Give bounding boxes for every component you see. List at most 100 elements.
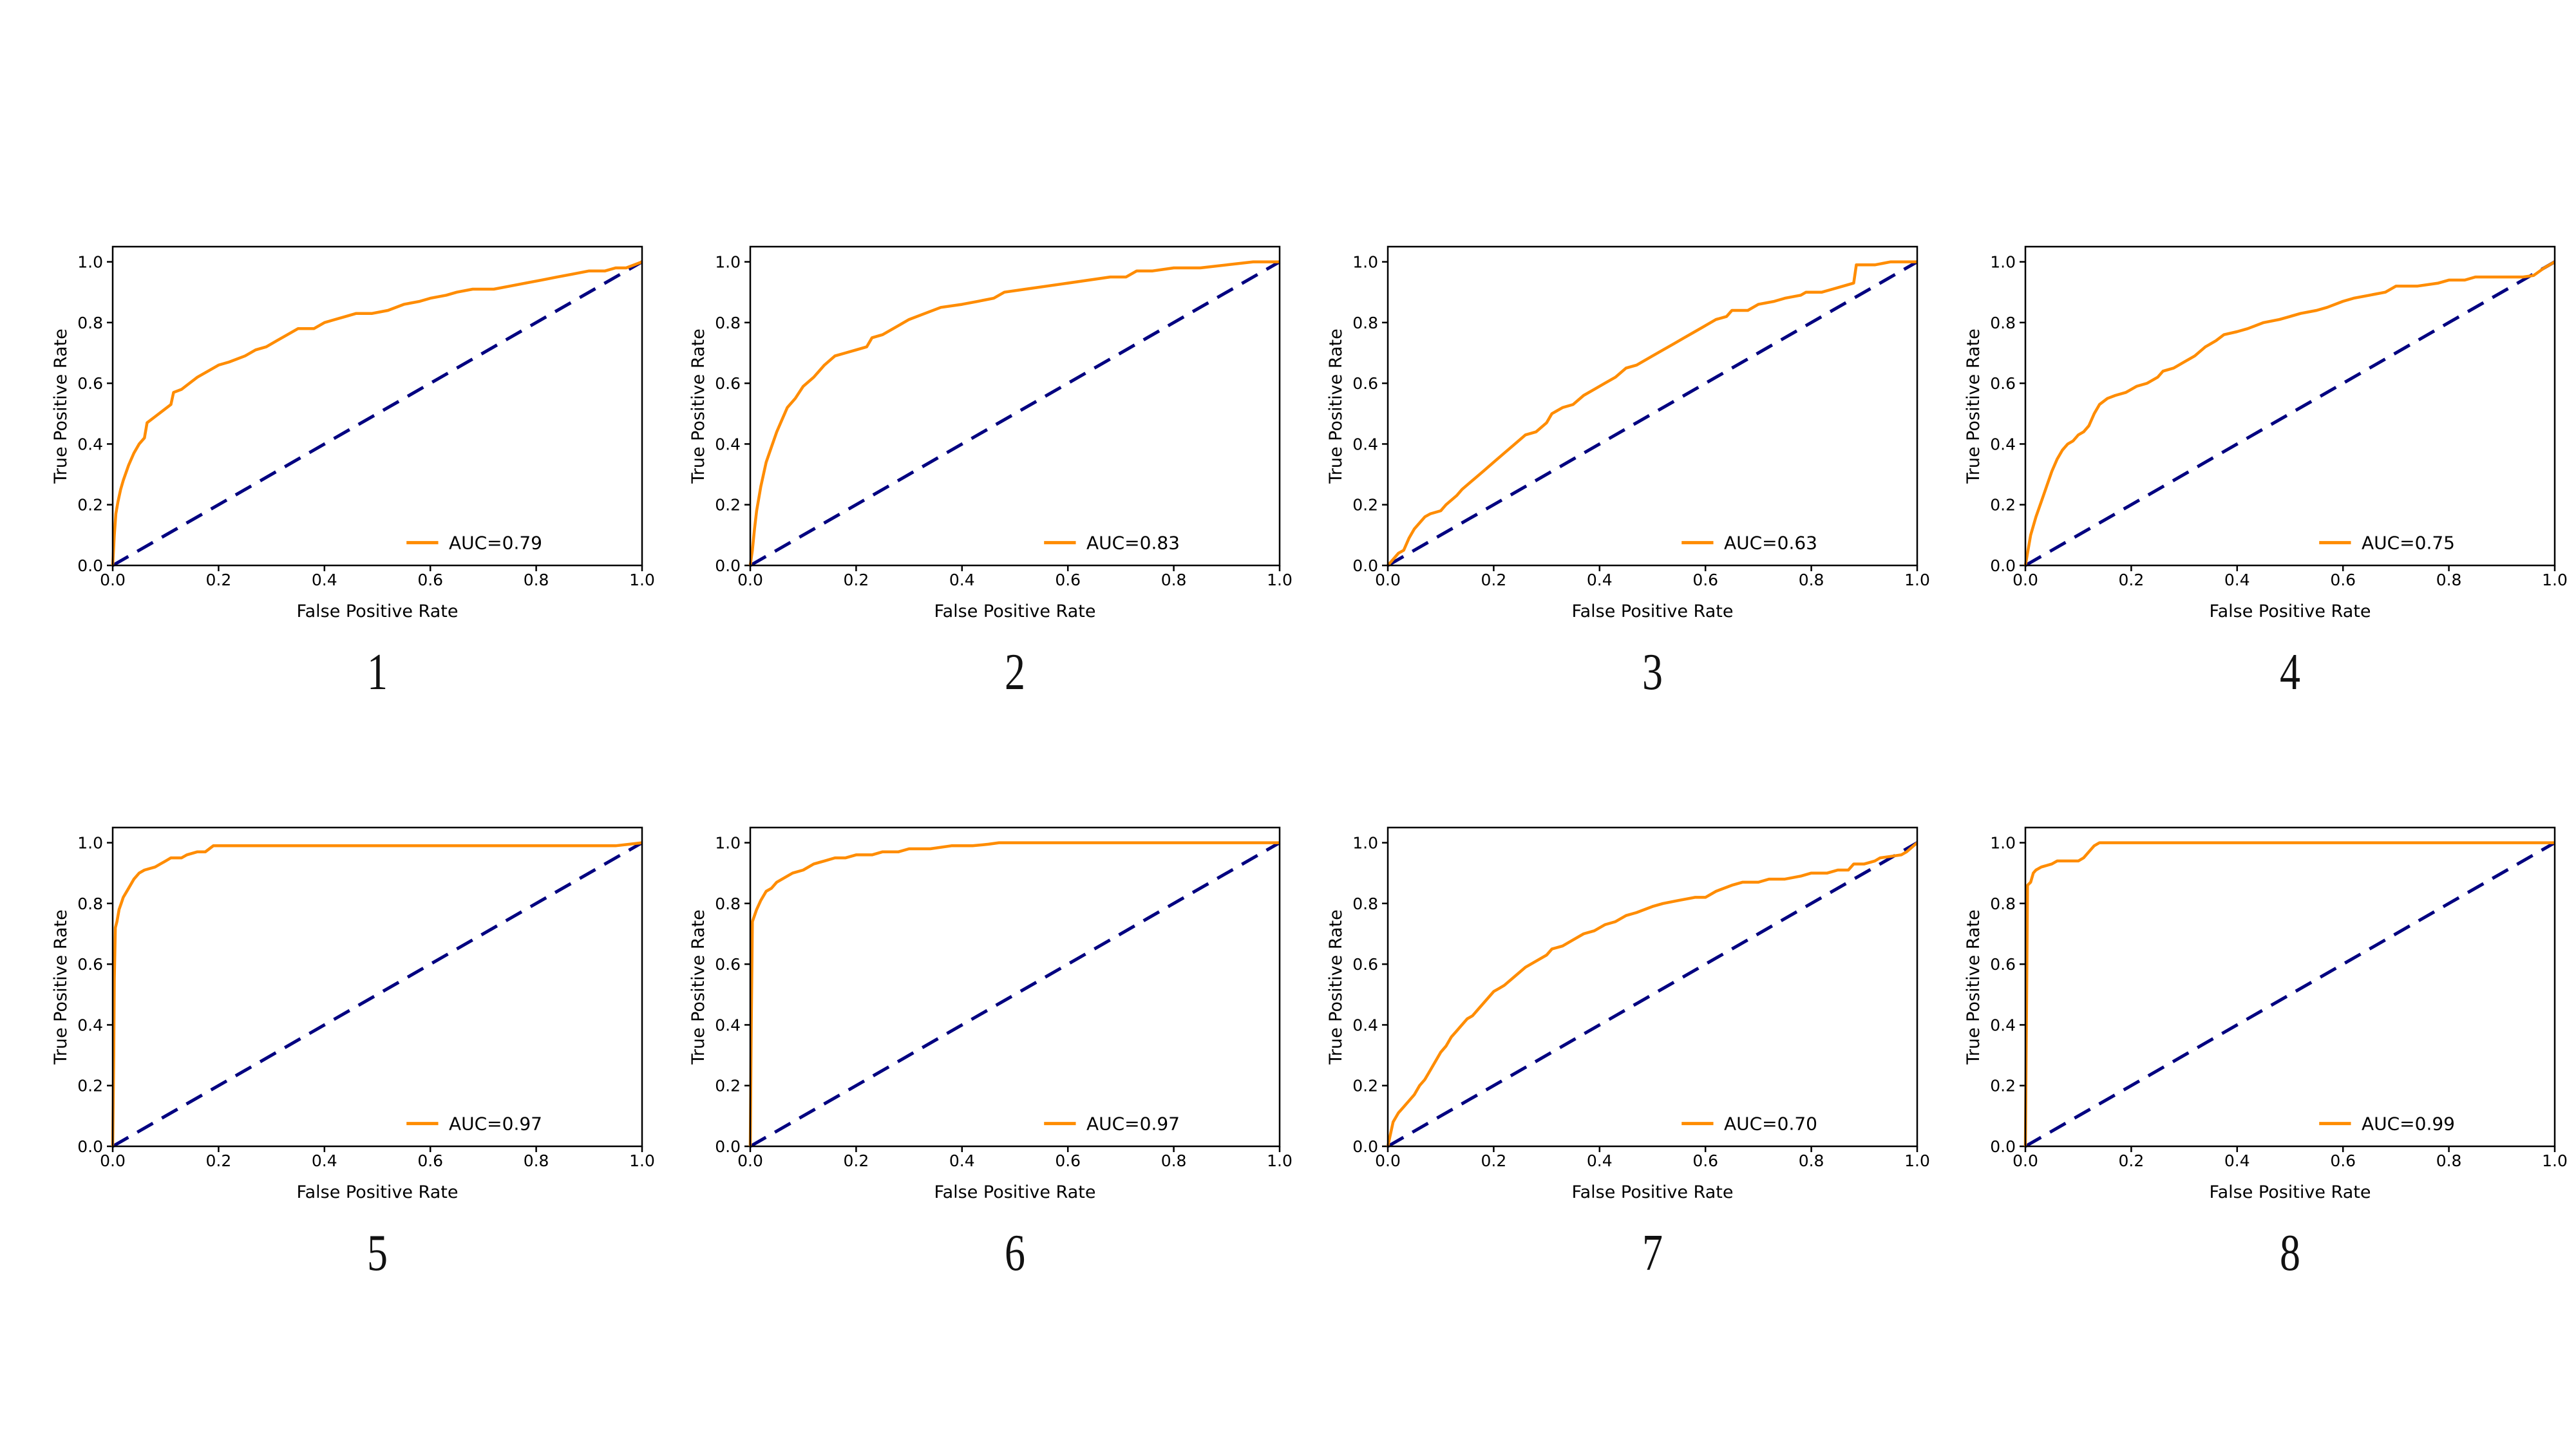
x-tick-label: 0.0: [737, 571, 763, 589]
roc-chart-svg-8: 0.0 0.2 0.4 0.6 0.8 1.0 0.0 0.2 0.4 0.6 0.8 1.0 AUC=…: [1964, 826, 2568, 1202]
x-tick-label: 0.6: [2330, 571, 2356, 589]
y-tick-label: 0.0: [1352, 556, 1378, 575]
subplot-number-label: 3: [1642, 644, 1663, 701]
y-tick-label: 0.6: [1352, 374, 1378, 393]
x-tick-label: 0.8: [1799, 571, 1824, 589]
chance-diagonal-line: [111, 260, 643, 567]
x-axis-label: False Positive Rate: [1572, 601, 1734, 621]
x-tick-label: 0.4: [1587, 1151, 1613, 1170]
roc-curve: [748, 260, 1280, 566]
y-tick-label: 0.4: [77, 1016, 103, 1034]
x-tick-label: 0.6: [1692, 1151, 1718, 1170]
roc-curve: [111, 841, 643, 1147]
x-axis-label: False Positive Rate: [297, 601, 459, 621]
y-tick-label: 0.4: [715, 435, 741, 453]
axes-box: [749, 826, 1281, 1148]
x-tick-label: 0.2: [206, 571, 232, 589]
y-tick-label: 0.8: [1352, 895, 1378, 913]
legend-auc-label: AUC=0.99: [2362, 1113, 2455, 1135]
x-tick-label: 0.6: [417, 571, 443, 589]
x-tick-label: 0.0: [1375, 571, 1401, 589]
y-tick-label: 1.0: [77, 253, 103, 272]
x-tick-label: 0.8: [1161, 1151, 1187, 1170]
chance-diagonal-line: [2024, 260, 2556, 567]
y-axis-label: True Positive Rate: [1964, 909, 1984, 1065]
x-tick-label: 0.4: [1587, 571, 1613, 589]
x-axis-label: False Positive Rate: [934, 601, 1096, 621]
axes-box: [1387, 826, 1918, 1148]
y-tick-label: 1.0: [1990, 253, 2016, 272]
axes-box: [111, 826, 643, 1148]
y-tick-label: 0.0: [77, 556, 103, 575]
roc-subplot-2: 0.0 0.2 0.4 0.6 0.8 1.0 0.0 0.2 0.4 0.6 0.8 1.0 AUC=…: [638, 0, 1293, 724]
x-tick-label: 0.4: [2224, 1151, 2250, 1170]
chance-diagonal-line: [111, 841, 643, 1148]
y-tick-label: 0.6: [1990, 955, 2016, 974]
subplot-number-label: 1: [367, 644, 388, 701]
roc-subplot-8: 0.0 0.2 0.4 0.6 0.8 1.0 0.0 0.2 0.4 0.6 0.8 1.0 AUC=…: [1913, 581, 2568, 1305]
y-tick-label: 0.0: [715, 556, 741, 575]
roc-chart-svg-7: 0.0 0.2 0.4 0.6 0.8 1.0 0.0 0.2 0.4 0.6 0.8 1.0 AUC=…: [1326, 826, 1930, 1202]
y-tick-label: 0.8: [715, 314, 741, 332]
x-tick-label: 0.8: [2436, 571, 2462, 589]
y-tick-label: 0.2: [715, 1077, 741, 1095]
x-tick-label: 0.2: [2119, 571, 2145, 589]
x-tick-label: 0.4: [949, 571, 975, 589]
legend-auc-label: AUC=0.97: [1086, 1113, 1180, 1135]
y-axis-label: True Positive Rate: [51, 909, 71, 1065]
y-tick-label: 0.2: [1352, 496, 1378, 515]
legend-auc-label: AUC=0.70: [1724, 1113, 1817, 1135]
x-tick-label: 0.4: [2224, 571, 2250, 589]
x-axis-label: False Positive Rate: [2210, 1182, 2371, 1202]
legend-auc-label: AUC=0.97: [449, 1113, 542, 1135]
y-tick-label: 0.6: [1990, 374, 2016, 393]
x-tick-label: 0.4: [312, 1151, 337, 1170]
y-tick-label: 0.4: [1990, 1016, 2016, 1034]
chance-diagonal-line: [1387, 841, 1918, 1148]
x-tick-label: 1.0: [629, 571, 655, 589]
chance-diagonal-line: [1387, 260, 1918, 567]
y-axis-label: True Positive Rate: [688, 909, 708, 1065]
y-tick-label: 0.0: [1990, 1137, 2016, 1156]
y-tick-label: 0.4: [715, 1016, 741, 1034]
x-tick-label: 1.0: [1904, 571, 1930, 589]
x-tick-label: 0.2: [1481, 571, 1507, 589]
legend-auc-label: AUC=0.79: [449, 533, 542, 554]
y-tick-label: 0.6: [715, 955, 741, 974]
chance-diagonal-line: [2024, 841, 2556, 1148]
subplot-number-label: 2: [1005, 644, 1025, 701]
roc-subplot-5: 0.0 0.2 0.4 0.6 0.8 1.0 0.0 0.2 0.4 0.6 0.8 1.0 AUC=…: [0, 581, 655, 1305]
y-tick-label: 0.0: [1352, 1137, 1378, 1156]
x-tick-label: 0.0: [100, 571, 126, 589]
x-axis-label: False Positive Rate: [1572, 1182, 1734, 1202]
x-tick-label: 0.0: [737, 1151, 763, 1170]
x-tick-label: 0.8: [524, 571, 549, 589]
roc-chart-svg-6: 0.0 0.2 0.4 0.6 0.8 1.0 0.0 0.2 0.4 0.6 0.8 1.0 AUC=…: [688, 826, 1293, 1202]
x-tick-label: 0.0: [1375, 1151, 1401, 1170]
x-axis-label: False Positive Rate: [934, 1182, 1096, 1202]
x-tick-label: 0.2: [2119, 1151, 2145, 1170]
y-tick-label: 0.8: [1990, 314, 2016, 332]
y-axis-label: True Positive Rate: [1326, 909, 1346, 1065]
x-tick-label: 0.8: [524, 1151, 549, 1170]
roc-subplot-7: 0.0 0.2 0.4 0.6 0.8 1.0 0.0 0.2 0.4 0.6 0.8 1.0 AUC=…: [1275, 581, 1930, 1305]
y-tick-label: 0.4: [1352, 435, 1378, 453]
roc-subplot-1: 0.0 0.2 0.4 0.6 0.8 1.0 0.0 0.2 0.4 0.6 0.8 1.0 AUC=…: [0, 0, 655, 724]
y-tick-label: 1.0: [715, 253, 741, 272]
y-axis-label: True Positive Rate: [51, 328, 71, 484]
roc-curve: [111, 260, 643, 566]
y-tick-label: 0.4: [1990, 435, 2016, 453]
x-tick-label: 0.8: [1799, 1151, 1824, 1170]
roc-chart-svg-4: 0.0 0.2 0.4 0.6 0.8 1.0 0.0 0.2 0.4 0.6 0.8 1.0 AUC=…: [1964, 245, 2568, 621]
x-tick-label: 0.0: [2012, 1151, 2038, 1170]
axes-box: [111, 245, 643, 567]
y-tick-label: 0.2: [77, 496, 103, 515]
y-tick-label: 0.2: [1990, 496, 2016, 515]
legend-auc-label: AUC=0.63: [1724, 533, 1817, 554]
axes-box: [2024, 826, 2556, 1148]
roc-curve: [1386, 841, 1918, 1147]
y-tick-label: 1.0: [715, 834, 741, 853]
roc-subplot-6: 0.0 0.2 0.4 0.6 0.8 1.0 0.0 0.2 0.4 0.6 0.8 1.0 AUC=…: [638, 581, 1293, 1305]
x-axis-label: False Positive Rate: [2210, 601, 2371, 621]
y-tick-label: 0.4: [77, 435, 103, 453]
